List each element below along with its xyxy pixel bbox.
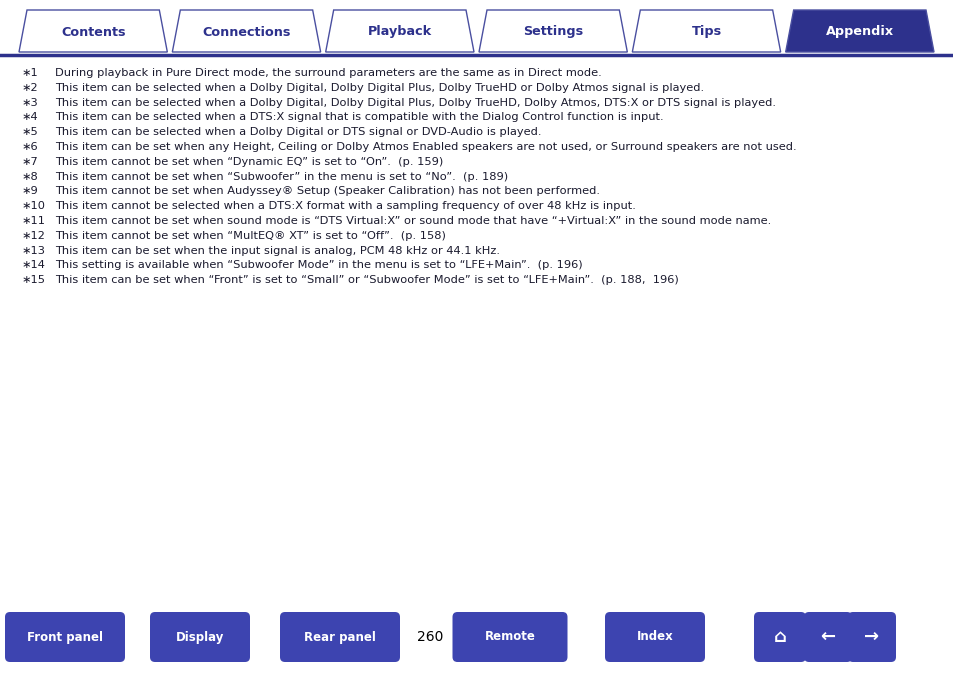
Text: This item cannot be set when Audyssey® Setup (Speaker Calibration) has not been : This item cannot be set when Audyssey® S… (55, 186, 599, 197)
Polygon shape (19, 10, 167, 52)
FancyBboxPatch shape (803, 612, 851, 662)
Text: ←: ← (820, 628, 835, 646)
Text: ∗11: ∗11 (22, 216, 46, 226)
Text: During playback in Pure Direct mode, the surround parameters are the same as in : During playback in Pure Direct mode, the… (55, 68, 601, 78)
FancyBboxPatch shape (5, 612, 125, 662)
Text: This setting is available when “Subwoofer Mode” in the menu is set to “LFE+Main”: This setting is available when “Subwoofe… (55, 260, 582, 271)
FancyBboxPatch shape (280, 612, 399, 662)
Text: ∗15: ∗15 (22, 275, 46, 285)
Text: Rear panel: Rear panel (304, 631, 375, 643)
Polygon shape (172, 10, 320, 52)
Text: This item cannot be set when sound mode is “DTS Virtual:X” or sound mode that ha: This item cannot be set when sound mode … (55, 216, 770, 226)
Text: Display: Display (175, 631, 224, 643)
Text: ∗3: ∗3 (22, 98, 39, 108)
Text: ⌂: ⌂ (773, 628, 785, 646)
Text: ∗6: ∗6 (22, 142, 38, 152)
Text: This item cannot be set when “MultEQ® XT” is set to “Off”.  (p. 158): This item cannot be set when “MultEQ® XT… (55, 231, 445, 241)
Text: This item cannot be set when “Dynamic EQ” is set to “On”.  (p. 159): This item cannot be set when “Dynamic EQ… (55, 157, 443, 167)
Text: Settings: Settings (522, 26, 582, 38)
Text: ∗10: ∗10 (22, 201, 46, 211)
FancyBboxPatch shape (847, 612, 895, 662)
Polygon shape (325, 10, 474, 52)
Text: Contents: Contents (61, 26, 125, 38)
Text: ∗5: ∗5 (22, 127, 39, 137)
Text: Connections: Connections (202, 26, 291, 38)
Text: ∗2: ∗2 (22, 83, 38, 93)
Polygon shape (785, 10, 933, 52)
Text: →: → (863, 628, 879, 646)
Text: Tips: Tips (691, 26, 720, 38)
Text: ∗8: ∗8 (22, 172, 39, 182)
Polygon shape (478, 10, 627, 52)
Text: This item cannot be set when “Subwoofer” in the menu is set to “No”.  (p. 189): This item cannot be set when “Subwoofer”… (55, 172, 508, 182)
Text: This item can be set when “Front” is set to “Small” or “Subwoofer Mode” is set t: This item can be set when “Front” is set… (55, 275, 678, 285)
Text: This item can be selected when a Dolby Digital, Dolby Digital Plus, Dolby TrueHD: This item can be selected when a Dolby D… (55, 98, 775, 108)
Text: 260: 260 (416, 630, 443, 644)
FancyBboxPatch shape (753, 612, 805, 662)
Text: This item can be selected when a DTS:X signal that is compatible with the Dialog: This item can be selected when a DTS:X s… (55, 112, 663, 122)
FancyBboxPatch shape (604, 612, 704, 662)
Text: Remote: Remote (484, 631, 535, 643)
Text: This item can be set when the input signal is analog, PCM 48 kHz or 44.1 kHz.: This item can be set when the input sign… (55, 246, 499, 256)
Text: ∗1: ∗1 (22, 68, 39, 78)
FancyBboxPatch shape (452, 612, 567, 662)
Text: ∗9: ∗9 (22, 186, 39, 197)
Text: Index: Index (636, 631, 673, 643)
Text: ∗4: ∗4 (22, 112, 38, 122)
Text: Appendix: Appendix (825, 26, 893, 38)
Text: This item can be set when any Height, Ceiling or Dolby Atmos Enabled speakers ar: This item can be set when any Height, Ce… (55, 142, 796, 152)
Text: This item can be selected when a Dolby Digital, Dolby Digital Plus, Dolby TrueHD: This item can be selected when a Dolby D… (55, 83, 703, 93)
Text: ∗12: ∗12 (22, 231, 46, 241)
Text: This item can be selected when a Dolby Digital or DTS signal or DVD-Audio is pla: This item can be selected when a Dolby D… (55, 127, 541, 137)
Text: Playback: Playback (368, 26, 432, 38)
Text: This item cannot be selected when a DTS:X format with a sampling frequency of ov: This item cannot be selected when a DTS:… (55, 201, 636, 211)
Text: ∗14: ∗14 (22, 260, 46, 271)
Polygon shape (632, 10, 780, 52)
Text: Front panel: Front panel (27, 631, 103, 643)
Text: ∗13: ∗13 (22, 246, 46, 256)
FancyBboxPatch shape (150, 612, 250, 662)
Text: ∗7: ∗7 (22, 157, 39, 167)
